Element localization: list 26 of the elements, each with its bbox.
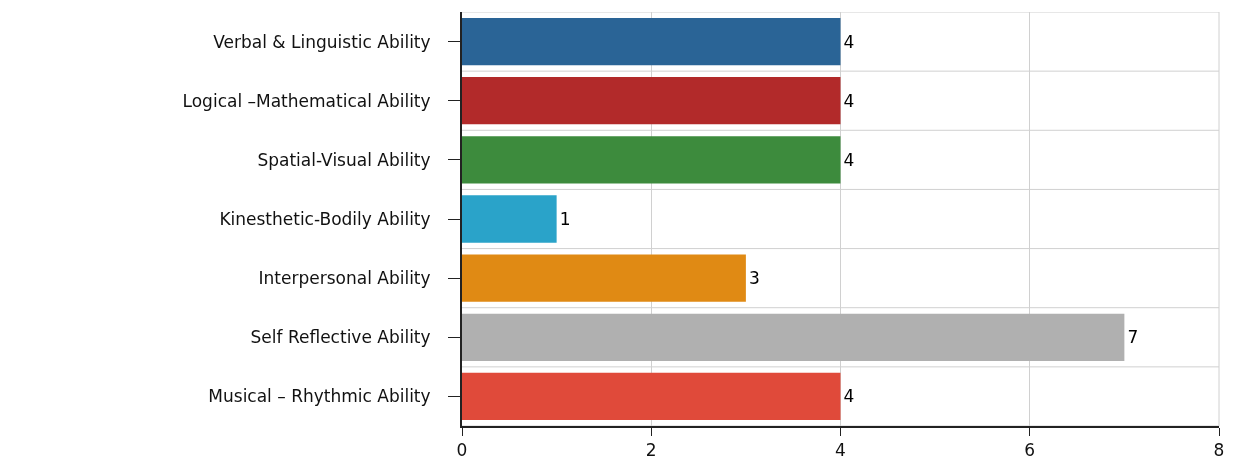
bar xyxy=(462,254,746,302)
x-tick-label: 4 xyxy=(835,440,846,461)
data-label: 4 xyxy=(843,90,855,111)
bar xyxy=(462,372,841,421)
y-tick-label: Kinesthetic-Bodily Ability xyxy=(219,208,431,229)
data-label: 3 xyxy=(748,268,760,289)
y-tick-label: Verbal & Linguistic Ability xyxy=(213,31,431,52)
x-tick-label: 6 xyxy=(1024,440,1036,461)
data-label: 4 xyxy=(843,31,855,52)
bar xyxy=(462,77,841,125)
x-tick-label: 2 xyxy=(645,440,657,461)
bar xyxy=(462,313,1125,361)
x-tick-label: 8 xyxy=(1213,440,1225,461)
x-tick-label: 0 xyxy=(456,440,468,461)
bar xyxy=(462,195,557,243)
bar xyxy=(462,136,841,184)
data-label: 4 xyxy=(843,149,855,170)
y-tick-label: Musical – Rhythmic Ability xyxy=(208,386,431,407)
y-tick-label: Self Reflective Ability xyxy=(250,327,431,348)
bar xyxy=(462,17,841,66)
y-tick-label: Spatial-Visual Ability xyxy=(257,149,431,170)
y-tick-label: Interpersonal Ability xyxy=(258,268,431,289)
data-label: 1 xyxy=(559,209,571,229)
data-label: 7 xyxy=(1127,327,1139,348)
y-tick-label: Logical –Mathematical Ability xyxy=(182,90,431,111)
data-label: 4 xyxy=(843,386,855,407)
